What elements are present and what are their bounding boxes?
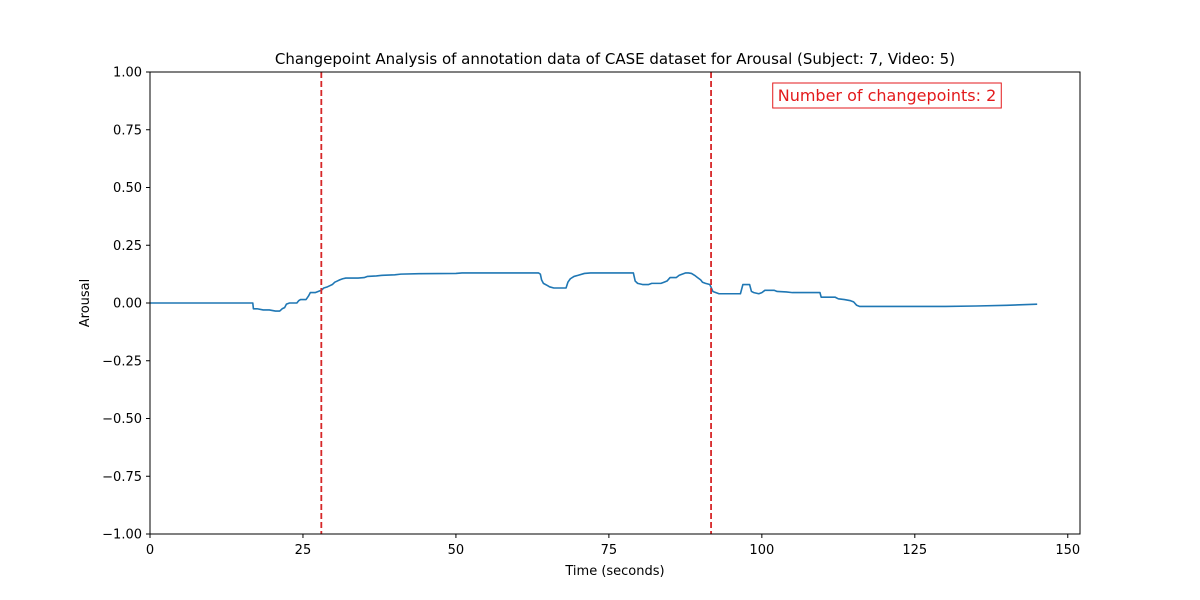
y-axis-label: Arousal <box>78 279 93 328</box>
x-tick-label: 50 <box>448 543 465 558</box>
y-tick-label: 0.25 <box>113 239 142 254</box>
changepoint-count-annotation: Number of changepoints: 2 <box>772 82 1002 109</box>
x-axis-label: Time (seconds) <box>564 564 664 579</box>
x-tick-label: 100 <box>749 543 774 558</box>
y-tick-label: 0.00 <box>113 297 142 312</box>
y-tick-label: 1.00 <box>113 66 142 81</box>
y-tick-label: −0.25 <box>102 354 142 369</box>
y-tick-label: −1.00 <box>102 528 142 543</box>
annotation-text: Number of changepoints: 2 <box>778 86 997 105</box>
plot-area <box>150 72 1038 534</box>
x-tick-label: 75 <box>601 543 618 558</box>
y-tick-label: −0.75 <box>102 470 142 485</box>
x-tick-label: 25 <box>295 543 312 558</box>
x-tick-label: 125 <box>902 543 927 558</box>
x-tick-label: 0 <box>146 543 154 558</box>
y-tick-label: 0.75 <box>113 123 142 138</box>
x-tick-label: 150 <box>1055 543 1080 558</box>
chart-title: Changepoint Analysis of annotation data … <box>275 50 955 68</box>
y-tick-label: 0.50 <box>113 181 142 196</box>
series-line-0 <box>150 272 1038 312</box>
annotation-box <box>772 82 1002 109</box>
y-tick-label: −0.50 <box>102 412 142 427</box>
axes: 0 25 50 75 100 125 150 −1.00 −0.75 −0.50 −0.25 0.00… <box>102 66 1081 558</box>
